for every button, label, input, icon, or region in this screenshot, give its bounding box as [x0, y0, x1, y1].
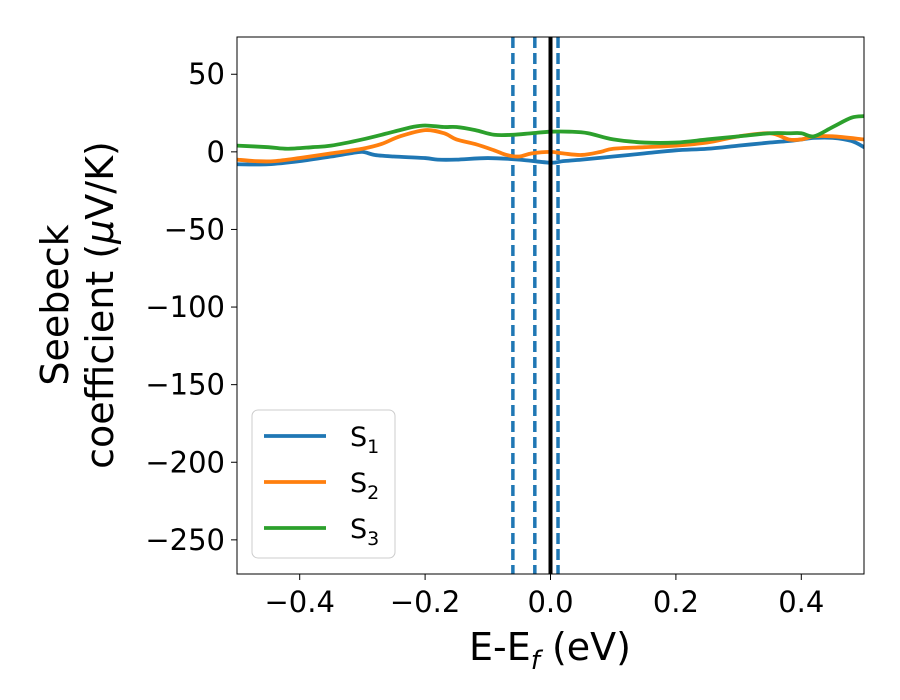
x-axis-label-suffix: (eV) — [540, 625, 631, 669]
plot-area — [237, 37, 864, 574]
x-tick-label: −0.4 — [264, 585, 334, 619]
x-axis: −0.4 −0.2 0.0 0.2 0.4 — [264, 574, 824, 619]
y-axis-label-line1: Seebeck — [33, 224, 77, 385]
y-tick-label: −100 — [145, 290, 225, 324]
y-axis-label-line2: coefficient (μV/K) — [78, 141, 122, 469]
x-tick-label: 0.2 — [653, 585, 699, 619]
y-tick-label: −150 — [145, 368, 225, 402]
y-axis-label-mu: μ — [78, 220, 122, 245]
series-line-s3 — [237, 114, 864, 151]
legend-label-s3: S3 — [350, 514, 379, 550]
y-tick-label: −250 — [145, 523, 225, 557]
x-tick-label: 0.4 — [778, 585, 824, 619]
x-tick-label: −0.2 — [390, 585, 460, 619]
y-axis-label-suffix: V/K) — [78, 141, 122, 220]
y-axis: 50 0 −50 −100 −150 −200 −250 — [145, 57, 237, 557]
x-axis-label-base: E-E — [469, 625, 531, 669]
y-tick-label: 0 — [207, 135, 225, 169]
legend-box — [251, 409, 396, 559]
legend-label-s2: S2 — [350, 468, 379, 504]
y-axis-label: Seebeck coefficient (μV/K) — [33, 141, 122, 469]
y-tick-label: −50 — [164, 212, 225, 246]
x-tick-label: 0.0 — [527, 585, 573, 619]
y-axis-label-prefix: coefficient ( — [78, 244, 122, 469]
legend-label-s1: S1 — [350, 422, 379, 458]
y-tick-label: −200 — [145, 445, 225, 479]
legend: S1 S2 S3 — [251, 409, 396, 559]
y-tick-label: 50 — [188, 57, 225, 91]
x-axis-label: E-Ef (eV) — [469, 625, 631, 676]
